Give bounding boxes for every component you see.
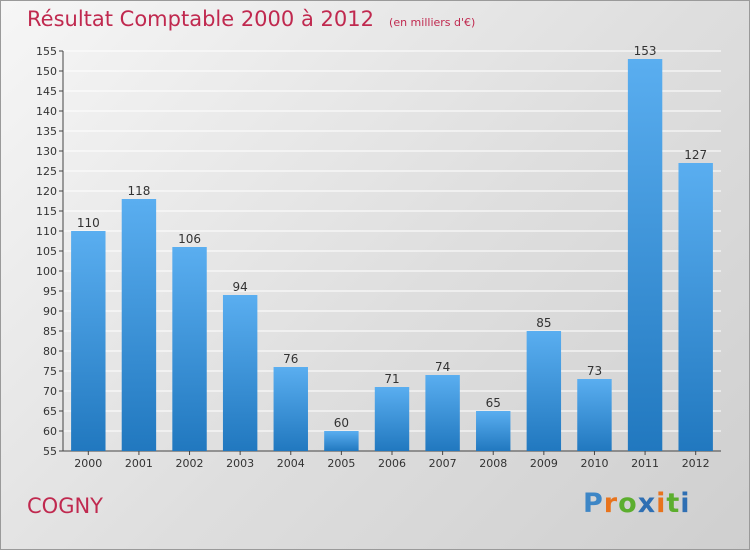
bars [71, 59, 713, 451]
bar-2005 [324, 431, 359, 451]
data-label-2001: 118 [127, 184, 150, 198]
data-label-2004: 76 [283, 352, 298, 366]
y-tick-label: 95 [43, 285, 57, 298]
x-tick-label: 2007 [429, 457, 457, 470]
logo-letter: P [583, 488, 604, 519]
data-label-2012: 127 [684, 148, 707, 162]
y-tick-label: 145 [36, 85, 57, 98]
x-tick-label: 2010 [580, 457, 608, 470]
y-tick-label: 125 [36, 165, 57, 178]
logo-letter: i [680, 488, 691, 519]
logo-letter: r [603, 488, 619, 519]
logo-letter: t [666, 488, 681, 519]
data-label-2006: 71 [384, 372, 399, 386]
bar-2004 [273, 367, 308, 451]
x-tick-label: 2001 [125, 457, 153, 470]
x-tick-label: 2012 [682, 457, 710, 470]
y-tick-label: 150 [36, 65, 57, 78]
data-label-2008: 65 [486, 396, 501, 410]
y-tick-label: 70 [43, 385, 57, 398]
x-tick-label: 2005 [327, 457, 355, 470]
data-label-2005: 60 [334, 416, 349, 430]
logo-letter: i [656, 488, 667, 519]
y-tick-label: 80 [43, 345, 57, 358]
y-tick-label: 105 [36, 245, 57, 258]
logo-letter: o [618, 488, 638, 519]
bar-2002 [172, 247, 207, 451]
x-tick-label: 2011 [631, 457, 659, 470]
bar-2006 [374, 387, 410, 451]
bar-2007 [425, 375, 460, 451]
logo-letter: x [637, 488, 657, 519]
y-tick-label: 85 [43, 325, 57, 338]
x-tick-label: 2003 [226, 457, 254, 470]
data-label-2000: 110 [77, 216, 100, 230]
x-tick-label: 2009 [530, 457, 558, 470]
x-tick-label: 2004 [277, 457, 305, 470]
data-label-2002: 106 [178, 232, 201, 246]
y-tick-label: 135 [36, 125, 57, 138]
bar-2012 [678, 163, 713, 451]
y-tick-label: 130 [36, 145, 57, 158]
y-tick-label: 140 [36, 105, 57, 118]
data-labels: 110 118 106 94 76 60 71 74 65 85 73 153 127 [77, 44, 707, 430]
x-tick-label: 2002 [176, 457, 204, 470]
y-tick-label: 65 [43, 405, 57, 418]
title-block: Résultat Comptable 2000 à 2012 (en milli… [27, 7, 475, 31]
y-tick-label: 100 [36, 265, 57, 278]
x-tick-label: 2000 [74, 457, 102, 470]
bar-2009 [526, 331, 562, 451]
location-label: COGNY [27, 494, 104, 518]
bar-2001 [121, 199, 157, 451]
y-tick-label: 75 [43, 365, 57, 378]
x-tick-label: 2008 [479, 457, 507, 470]
bar-2008 [476, 411, 511, 451]
data-label-2003: 94 [233, 280, 248, 294]
x-tick-label: 2006 [378, 457, 406, 470]
y-tick-label: 90 [43, 305, 57, 318]
y-tick-label: 120 [36, 185, 57, 198]
y-tick-label: 110 [36, 225, 57, 238]
bar-2000 [71, 231, 106, 451]
bar-2010 [577, 379, 612, 451]
data-label-2010: 73 [587, 364, 602, 378]
y-tick-label: 115 [36, 205, 57, 218]
y-tick-label: 55 [43, 445, 57, 458]
data-label-2007: 74 [435, 360, 450, 374]
y-tick-label: 155 [36, 45, 57, 58]
bar-2011 [627, 59, 663, 451]
data-label-2009: 85 [536, 316, 551, 330]
bar-2003 [222, 295, 258, 451]
y-tick-label: 60 [43, 425, 57, 438]
data-label-2011: 153 [634, 44, 657, 58]
proxiti-logo: Proxiti [583, 488, 691, 519]
chart-title: Résultat Comptable 2000 à 2012 [27, 7, 374, 31]
chart-subtitle: (en milliers d'€) [389, 16, 476, 29]
